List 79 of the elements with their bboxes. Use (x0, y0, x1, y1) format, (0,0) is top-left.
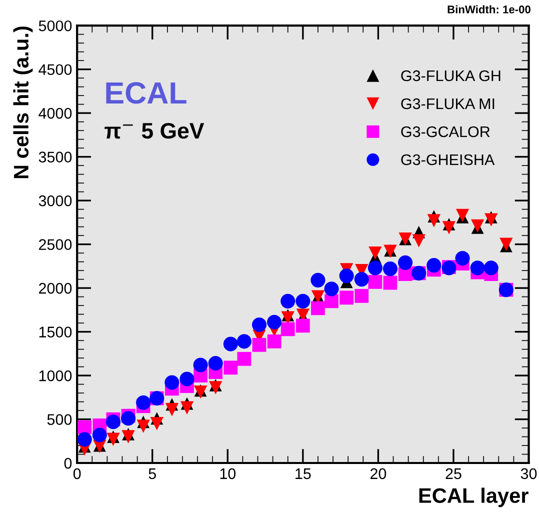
point (164, 375, 180, 390)
y-tick-label: 0 (64, 458, 72, 469)
point (236, 334, 252, 349)
annotation: π$^{−}$ 5 GeV (104, 122, 204, 139)
legend-label: G3-FLUKA MI (401, 98, 494, 110)
x-tick-label: 30 (520, 468, 537, 480)
point (280, 294, 296, 308)
point (426, 258, 442, 273)
point (193, 358, 208, 372)
point (368, 246, 382, 260)
point (484, 213, 498, 226)
point (252, 338, 266, 352)
point (122, 430, 135, 444)
x-axis-title: ECAL layer (419, 488, 528, 508)
x-tick-label: 15 (296, 468, 311, 480)
legend-label: G3-GCALOR (401, 126, 490, 138)
point (165, 403, 179, 416)
point (106, 414, 120, 430)
point (92, 428, 107, 442)
point (412, 234, 426, 248)
x-tick-label: 10 (220, 468, 236, 480)
y-tick-label: 2000 (39, 282, 72, 294)
point (324, 282, 339, 296)
annotation: ECAL (106, 82, 186, 104)
point (427, 214, 440, 228)
point (77, 432, 92, 447)
x-tick-label: 0 (73, 468, 81, 480)
point (324, 294, 338, 308)
point (252, 318, 267, 332)
point (339, 268, 354, 284)
y-tick-label: 3500 (38, 152, 72, 162)
point (136, 395, 151, 410)
x-tick-label: 20 (370, 468, 386, 480)
y-tick-label: 500 (47, 414, 72, 425)
point (368, 260, 382, 276)
point (209, 381, 222, 394)
y-tick-label: 4000 (38, 108, 72, 119)
point (237, 352, 252, 366)
point (223, 336, 238, 352)
point (296, 294, 310, 308)
point (120, 411, 136, 426)
point (280, 322, 295, 336)
point (311, 301, 325, 316)
point (78, 420, 92, 434)
point (136, 420, 150, 433)
point (354, 288, 369, 303)
point (224, 360, 238, 375)
point (368, 274, 382, 289)
y-tick-label: 1500 (39, 326, 72, 338)
legend-label: G3-FLUKA GH (401, 70, 500, 82)
y-tick-label: 5000 (38, 20, 72, 32)
point (296, 318, 310, 333)
point (267, 314, 282, 330)
x-tick-label: 25 (446, 468, 462, 480)
legend-label: G3-GHEISHA (401, 154, 495, 166)
y-tick-label: 2500 (39, 239, 72, 250)
point (442, 221, 456, 234)
point (281, 311, 294, 324)
point (180, 401, 194, 414)
point (354, 272, 369, 287)
y-tick-label: 1000 (39, 370, 72, 382)
point (267, 334, 282, 348)
point (310, 272, 326, 288)
x-tick-label: 5 (148, 468, 156, 480)
point (106, 432, 120, 446)
point (150, 417, 164, 430)
y-axis-title: N cells hit (a.u.) (13, 26, 33, 178)
point (484, 260, 498, 276)
point (340, 290, 354, 305)
point (180, 372, 194, 386)
point (208, 356, 223, 371)
text: BinWidth: 1e-00 (448, 5, 530, 14)
point (455, 251, 470, 266)
y-tick-label: 3000 (38, 195, 72, 206)
point (382, 262, 398, 276)
point (470, 260, 485, 276)
y-tick-label: 4500 (38, 64, 72, 76)
point (383, 276, 398, 290)
point (398, 255, 413, 270)
